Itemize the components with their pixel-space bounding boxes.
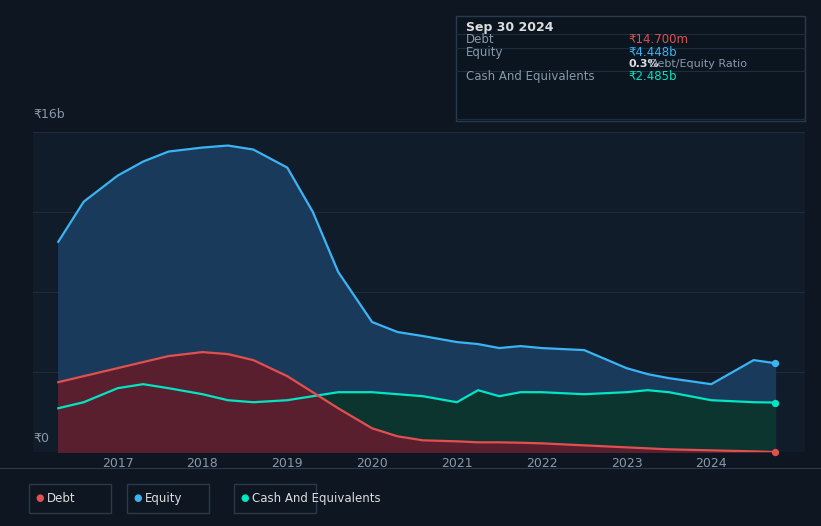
Text: ₹0: ₹0: [33, 431, 48, 444]
Text: ●: ●: [134, 493, 142, 503]
Text: ₹2.485b: ₹2.485b: [628, 70, 677, 83]
Point: [768, 448, 782, 456]
Text: Debt: Debt: [47, 492, 76, 505]
Text: Sep 30 2024: Sep 30 2024: [466, 21, 554, 34]
Text: Debt/Equity Ratio: Debt/Equity Ratio: [649, 59, 747, 69]
Text: 0.3%: 0.3%: [628, 59, 658, 69]
Text: Cash And Equivalents: Cash And Equivalents: [252, 492, 381, 505]
Text: ₹16b: ₹16b: [33, 108, 65, 121]
Text: Equity: Equity: [466, 46, 504, 59]
Text: Equity: Equity: [145, 492, 183, 505]
Text: Debt: Debt: [466, 33, 495, 46]
Text: ₹14.700m: ₹14.700m: [628, 33, 688, 46]
Text: Cash And Equivalents: Cash And Equivalents: [466, 70, 595, 83]
Text: ₹4.448b: ₹4.448b: [628, 46, 677, 59]
Point: [768, 398, 782, 407]
Point: [768, 359, 782, 367]
Text: ●: ●: [241, 493, 249, 503]
Text: ●: ●: [35, 493, 44, 503]
